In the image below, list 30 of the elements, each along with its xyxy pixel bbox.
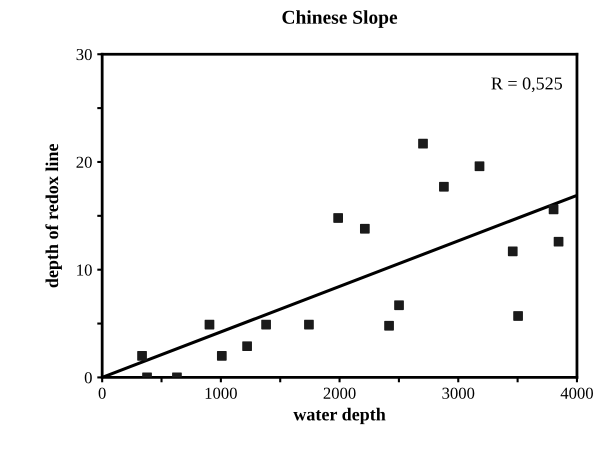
y-tick-label: 0 — [84, 372, 92, 384]
point — [554, 236, 564, 247]
x-tick-label: 3000 — [442, 388, 474, 399]
annotation: R = 0,525 — [491, 77, 562, 92]
point — [137, 351, 147, 361]
x-axis-title: water depth — [293, 408, 386, 424]
point — [333, 213, 343, 223]
point — [508, 246, 518, 256]
point — [242, 341, 252, 352]
point — [474, 161, 484, 172]
point — [304, 320, 314, 330]
point — [261, 320, 271, 330]
point — [439, 182, 449, 192]
point — [360, 224, 370, 234]
y-axis-title: depth of redox line — [45, 144, 62, 288]
x-tick-label: 2000 — [324, 388, 356, 399]
x-tick-label: 0 — [98, 388, 106, 399]
point — [204, 320, 214, 330]
point — [216, 351, 227, 361]
point — [513, 311, 523, 321]
point — [548, 204, 558, 214]
y-tick-label: 30 — [76, 48, 92, 60]
point — [418, 138, 428, 149]
y-tick-label: 20 — [76, 156, 92, 168]
y-tick-label: 10 — [77, 264, 92, 276]
chart-title: Chinese Slope — [282, 10, 398, 28]
x-tick-label: 4000 — [560, 388, 593, 399]
point — [384, 320, 394, 331]
x-tick-label: 1000 — [206, 388, 237, 399]
point — [394, 300, 404, 310]
